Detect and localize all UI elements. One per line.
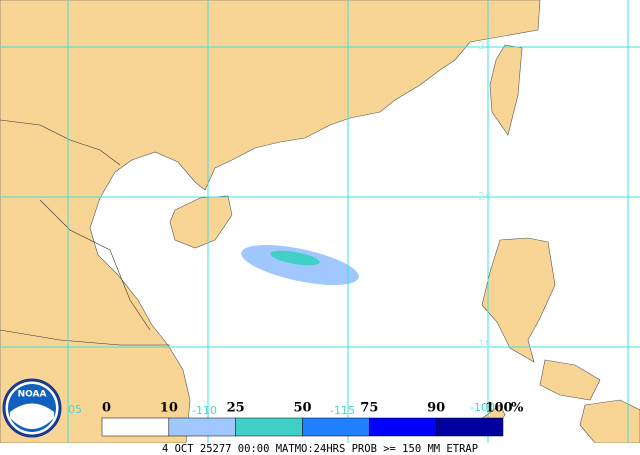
legend-unit: %	[511, 401, 524, 416]
visayas	[539, 359, 601, 401]
mainland	[0, 0, 541, 444]
legend-swatch	[302, 417, 370, 437]
prob-area-low	[241, 244, 359, 286]
legend-swatch	[101, 417, 170, 437]
legend: 0 10 25 50 75 90 100%	[101, 401, 524, 437]
caption: 4 OCT 25277 00:00 MATMO:24HRS PROB >= 15…	[162, 443, 478, 455]
lon-label: -110	[192, 404, 217, 417]
legend-label: 90	[427, 401, 445, 416]
border	[0, 119, 121, 166]
taiwan	[489, 44, 523, 136]
land	[0, 0, 640, 444]
mindanao	[579, 399, 640, 444]
legend-label: 100	[485, 401, 512, 416]
noaa-logo: NOAA	[2, 378, 62, 438]
lon-label: 05	[68, 403, 82, 416]
lon-label: -115	[330, 404, 355, 417]
legend-swatch	[435, 417, 504, 437]
border	[0, 329, 170, 346]
legend-label: 25	[227, 401, 245, 416]
graticule	[0, 0, 640, 443]
legend-swatch	[168, 417, 236, 437]
border	[39, 199, 151, 331]
logo-wave	[10, 403, 54, 429]
luzon	[481, 237, 556, 363]
lon-label: -100	[470, 401, 495, 414]
lat-label: 15	[478, 338, 492, 351]
lat-label: 20	[478, 190, 492, 203]
logo-text: NOAA	[18, 390, 47, 400]
legend-swatch	[235, 417, 303, 437]
prob-area-mid	[270, 250, 320, 266]
legend-label: 75	[360, 401, 378, 416]
legend-label: 10	[160, 401, 178, 416]
legend-label: 50	[293, 401, 311, 416]
lat-label: 25	[478, 39, 492, 52]
borders	[0, 119, 170, 346]
legend-swatch	[369, 417, 437, 437]
legend-label: 0	[102, 401, 111, 416]
caption-bar	[0, 443, 640, 455]
